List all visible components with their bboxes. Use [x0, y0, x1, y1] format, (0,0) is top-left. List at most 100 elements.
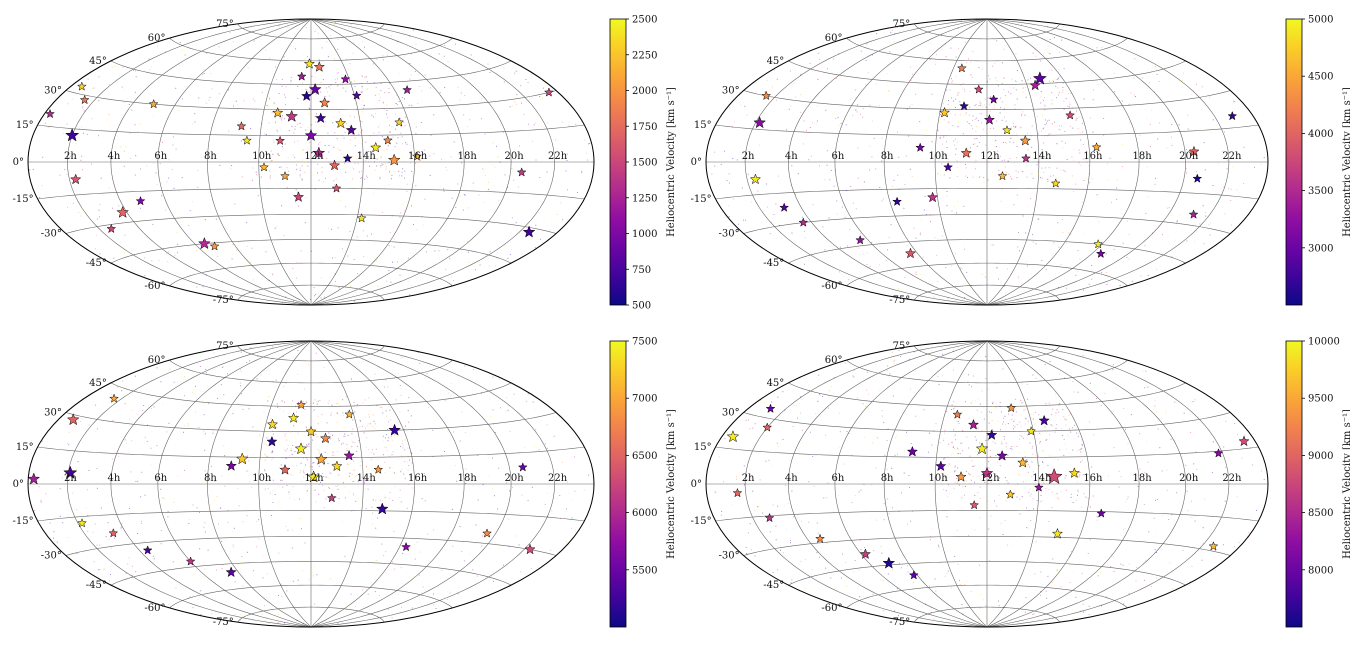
galaxy-dot	[335, 21, 336, 23]
galaxy-dot	[520, 470, 522, 472]
galaxy-dot	[249, 360, 251, 362]
galaxy-dot	[989, 456, 991, 457]
galaxy-dot	[1044, 426, 1046, 428]
galaxy-dot	[283, 56, 285, 58]
galaxy-dot	[303, 162, 305, 164]
galaxy-dot	[1049, 455, 1051, 457]
map-boundary	[27, 18, 595, 306]
galaxy-dot	[800, 396, 802, 398]
galaxy-dot	[929, 432, 930, 434]
galaxy-dot	[996, 267, 998, 268]
galaxy-dot	[1045, 439, 1047, 441]
galaxy-dot	[406, 143, 408, 145]
galaxy-dot	[283, 235, 285, 236]
galaxy-dot	[1064, 418, 1066, 420]
galaxy-dot	[273, 141, 275, 143]
galaxy-dot	[1014, 419, 1016, 421]
galaxy-dot	[933, 296, 935, 298]
galaxy-dot	[958, 423, 960, 424]
galaxy-dot	[1074, 290, 1076, 292]
galaxy-dot	[137, 413, 139, 415]
galaxy-dot	[996, 403, 998, 405]
galaxy-dot	[121, 390, 122, 392]
galaxy-dot	[202, 286, 204, 288]
galaxy-dot	[243, 100, 245, 102]
galaxy-dot	[1056, 78, 1058, 80]
galaxy-dot	[984, 481, 986, 483]
galaxy-dot	[452, 431, 454, 433]
galaxy-dot	[804, 230, 805, 232]
galaxy-dot	[986, 435, 988, 437]
galaxy-dot	[1202, 527, 1204, 529]
galaxy-dot	[1031, 461, 1033, 463]
galaxy-dot	[966, 606, 968, 608]
galaxy-dot	[1106, 284, 1108, 285]
galaxy-dot	[864, 408, 866, 410]
galaxy-dot	[511, 577, 513, 579]
galaxy-dot	[981, 274, 983, 275]
galaxy-dot	[863, 253, 865, 255]
galaxy-dot	[304, 222, 306, 224]
galaxy-dot	[288, 493, 290, 495]
galaxy-dot	[358, 440, 360, 442]
galaxy-dot	[560, 202, 562, 204]
galaxy-dot	[1089, 506, 1091, 508]
galaxy-dot	[289, 497, 291, 499]
galaxy-dot	[1003, 418, 1005, 419]
galaxy-dot	[216, 397, 218, 399]
galaxy-dot	[410, 152, 412, 154]
galaxy-dot	[314, 115, 316, 117]
galaxy-dot	[854, 495, 856, 496]
galaxy-dot	[1010, 137, 1012, 139]
galaxy-dot	[266, 573, 268, 575]
galaxy-dot	[330, 438, 332, 440]
galaxy-dot	[964, 584, 966, 585]
galaxy-dot	[728, 173, 730, 175]
galaxy-dot	[965, 401, 966, 403]
galaxy-dot	[333, 463, 335, 465]
galaxy-dot	[977, 23, 979, 25]
galaxy-dot	[968, 123, 970, 125]
galaxy-dot	[1071, 175, 1073, 177]
galaxy-dot	[1003, 19, 1005, 21]
galaxy-dot	[333, 455, 335, 457]
galaxy-dot	[509, 490, 510, 492]
galaxy-dot	[490, 128, 492, 130]
galaxy-dot	[189, 210, 191, 212]
galaxy-dot	[349, 63, 351, 65]
galaxy-dot	[98, 100, 100, 102]
galaxy-dot	[755, 202, 757, 204]
galaxy-dot	[372, 116, 374, 118]
galaxy-dot	[1144, 471, 1146, 473]
galaxy-star-marker	[1002, 125, 1012, 135]
galaxy-dot	[357, 273, 359, 275]
galaxy-dot	[445, 65, 447, 67]
galaxy-dot	[534, 446, 535, 448]
galaxy-dot	[1107, 163, 1109, 165]
galaxy-star-marker	[76, 81, 87, 91]
galaxy-dot	[565, 170, 567, 172]
galaxy-dot	[715, 491, 717, 493]
galaxy-dot	[41, 440, 43, 442]
galaxy-dot	[344, 162, 345, 164]
galaxy-dot	[373, 420, 375, 422]
galaxy-dot	[789, 70, 791, 72]
galaxy-dot	[96, 218, 98, 220]
galaxy-star-marker	[975, 442, 989, 455]
galaxy-dot	[80, 421, 82, 422]
galaxy-dot	[285, 525, 287, 527]
galaxy-dot	[944, 476, 946, 478]
galaxy-dot	[960, 20, 962, 22]
galaxy-dot	[894, 610, 896, 612]
galaxy-dot	[975, 426, 977, 428]
galaxy-dot	[372, 414, 374, 416]
galaxy-dot	[307, 56, 308, 57]
galaxy-dot	[1048, 45, 1050, 47]
galaxy-dot	[336, 78, 338, 80]
galaxy-dot	[157, 45, 159, 47]
galaxy-dot	[449, 591, 451, 593]
galaxy-dot	[981, 68, 983, 70]
colorbar-scale	[609, 18, 627, 306]
galaxy-dot	[114, 537, 116, 539]
galaxy-dot	[559, 495, 561, 496]
